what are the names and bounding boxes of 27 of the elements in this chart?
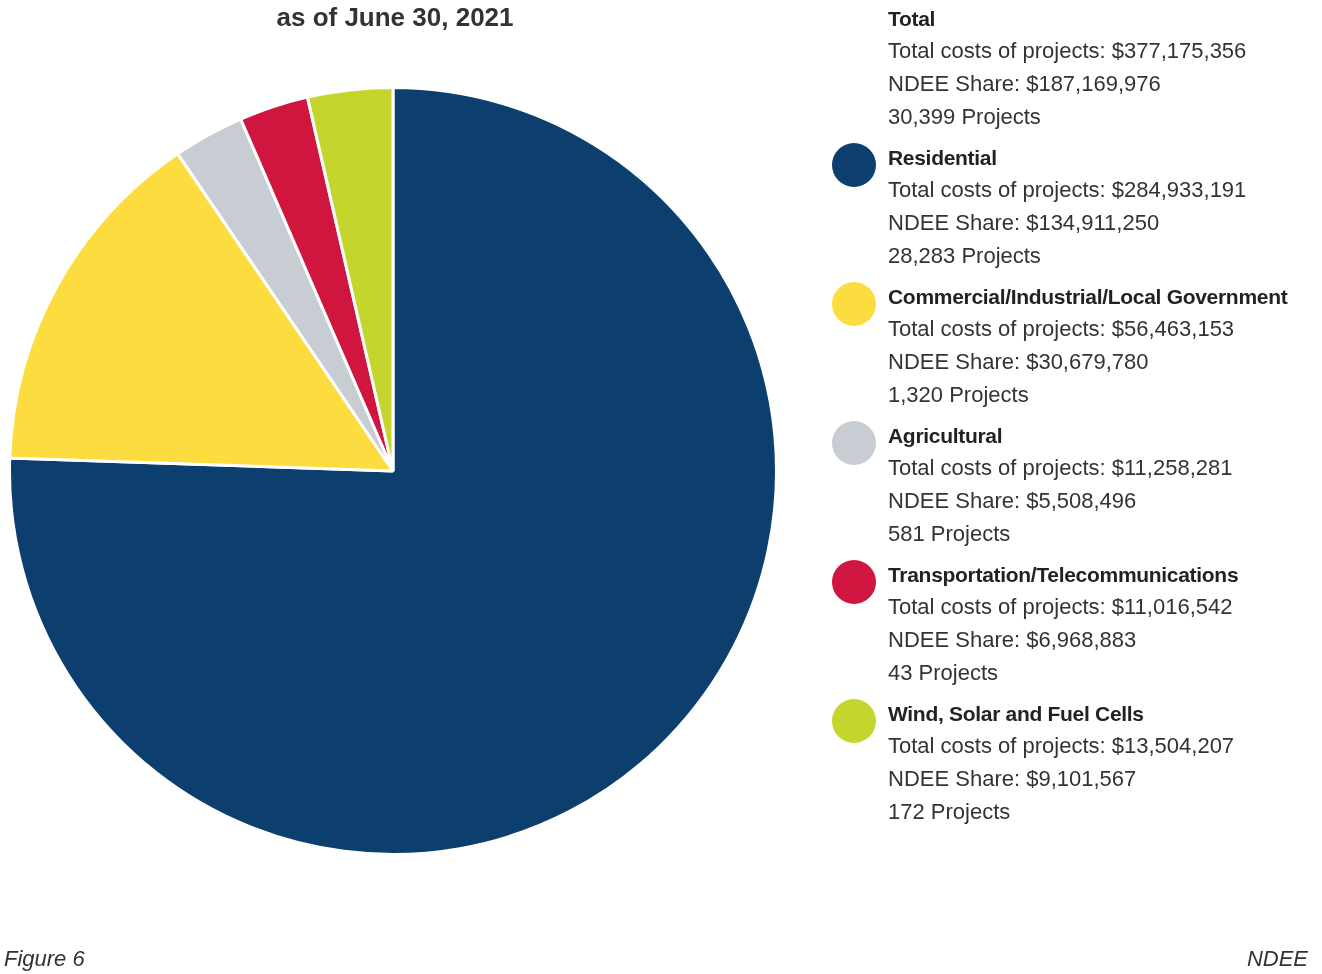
text: Total xyxy=(888,6,937,32)
text: 43 Projects xyxy=(888,659,1000,687)
text: NDEE xyxy=(1246,946,1308,972)
text: NDEE Share: $187,169,976 xyxy=(888,70,1162,98)
text: Total costs of projects: $13,504,207 xyxy=(888,732,1235,760)
legend-label: Agricultural xyxy=(888,423,1004,449)
legend-label: Commercial/Industrial/Local Government xyxy=(888,284,1288,310)
text: 28,283 Projects xyxy=(888,242,1042,270)
legend-label: Residential xyxy=(888,145,998,171)
chart-title: as of June 30, 2021 xyxy=(275,2,515,33)
text: Total costs of projects: $284,933,191 xyxy=(888,176,1247,204)
text: NDEE Share: $9,101,567 xyxy=(888,765,1138,793)
legend-label: Wind, Solar and Fuel Cells xyxy=(888,701,1145,727)
text: NDEE Share: $5,508,496 xyxy=(888,487,1138,515)
text: NDEE Share: $6,968,883 xyxy=(888,626,1138,654)
text: 30,399 Projects xyxy=(888,103,1042,131)
text: 581 Projects xyxy=(888,520,1012,548)
text: 172 Projects xyxy=(888,798,1012,826)
text: Total costs of projects: $56,463,153 xyxy=(888,315,1236,343)
text: Total costs of projects: $377,175,356 xyxy=(888,37,1247,65)
text: Total costs of projects: $11,258,281 xyxy=(888,454,1233,482)
text: NDEE Share: $30,679,780 xyxy=(888,348,1150,376)
text: 1,320 Projects xyxy=(888,381,1030,409)
caption: Figure 6 xyxy=(4,946,85,972)
legend-label: Transportation/Telecommunications xyxy=(888,562,1239,588)
text: Total costs of projects: $11,016,542 xyxy=(888,593,1234,621)
text: NDEE Share: $134,911,250 xyxy=(888,209,1161,237)
